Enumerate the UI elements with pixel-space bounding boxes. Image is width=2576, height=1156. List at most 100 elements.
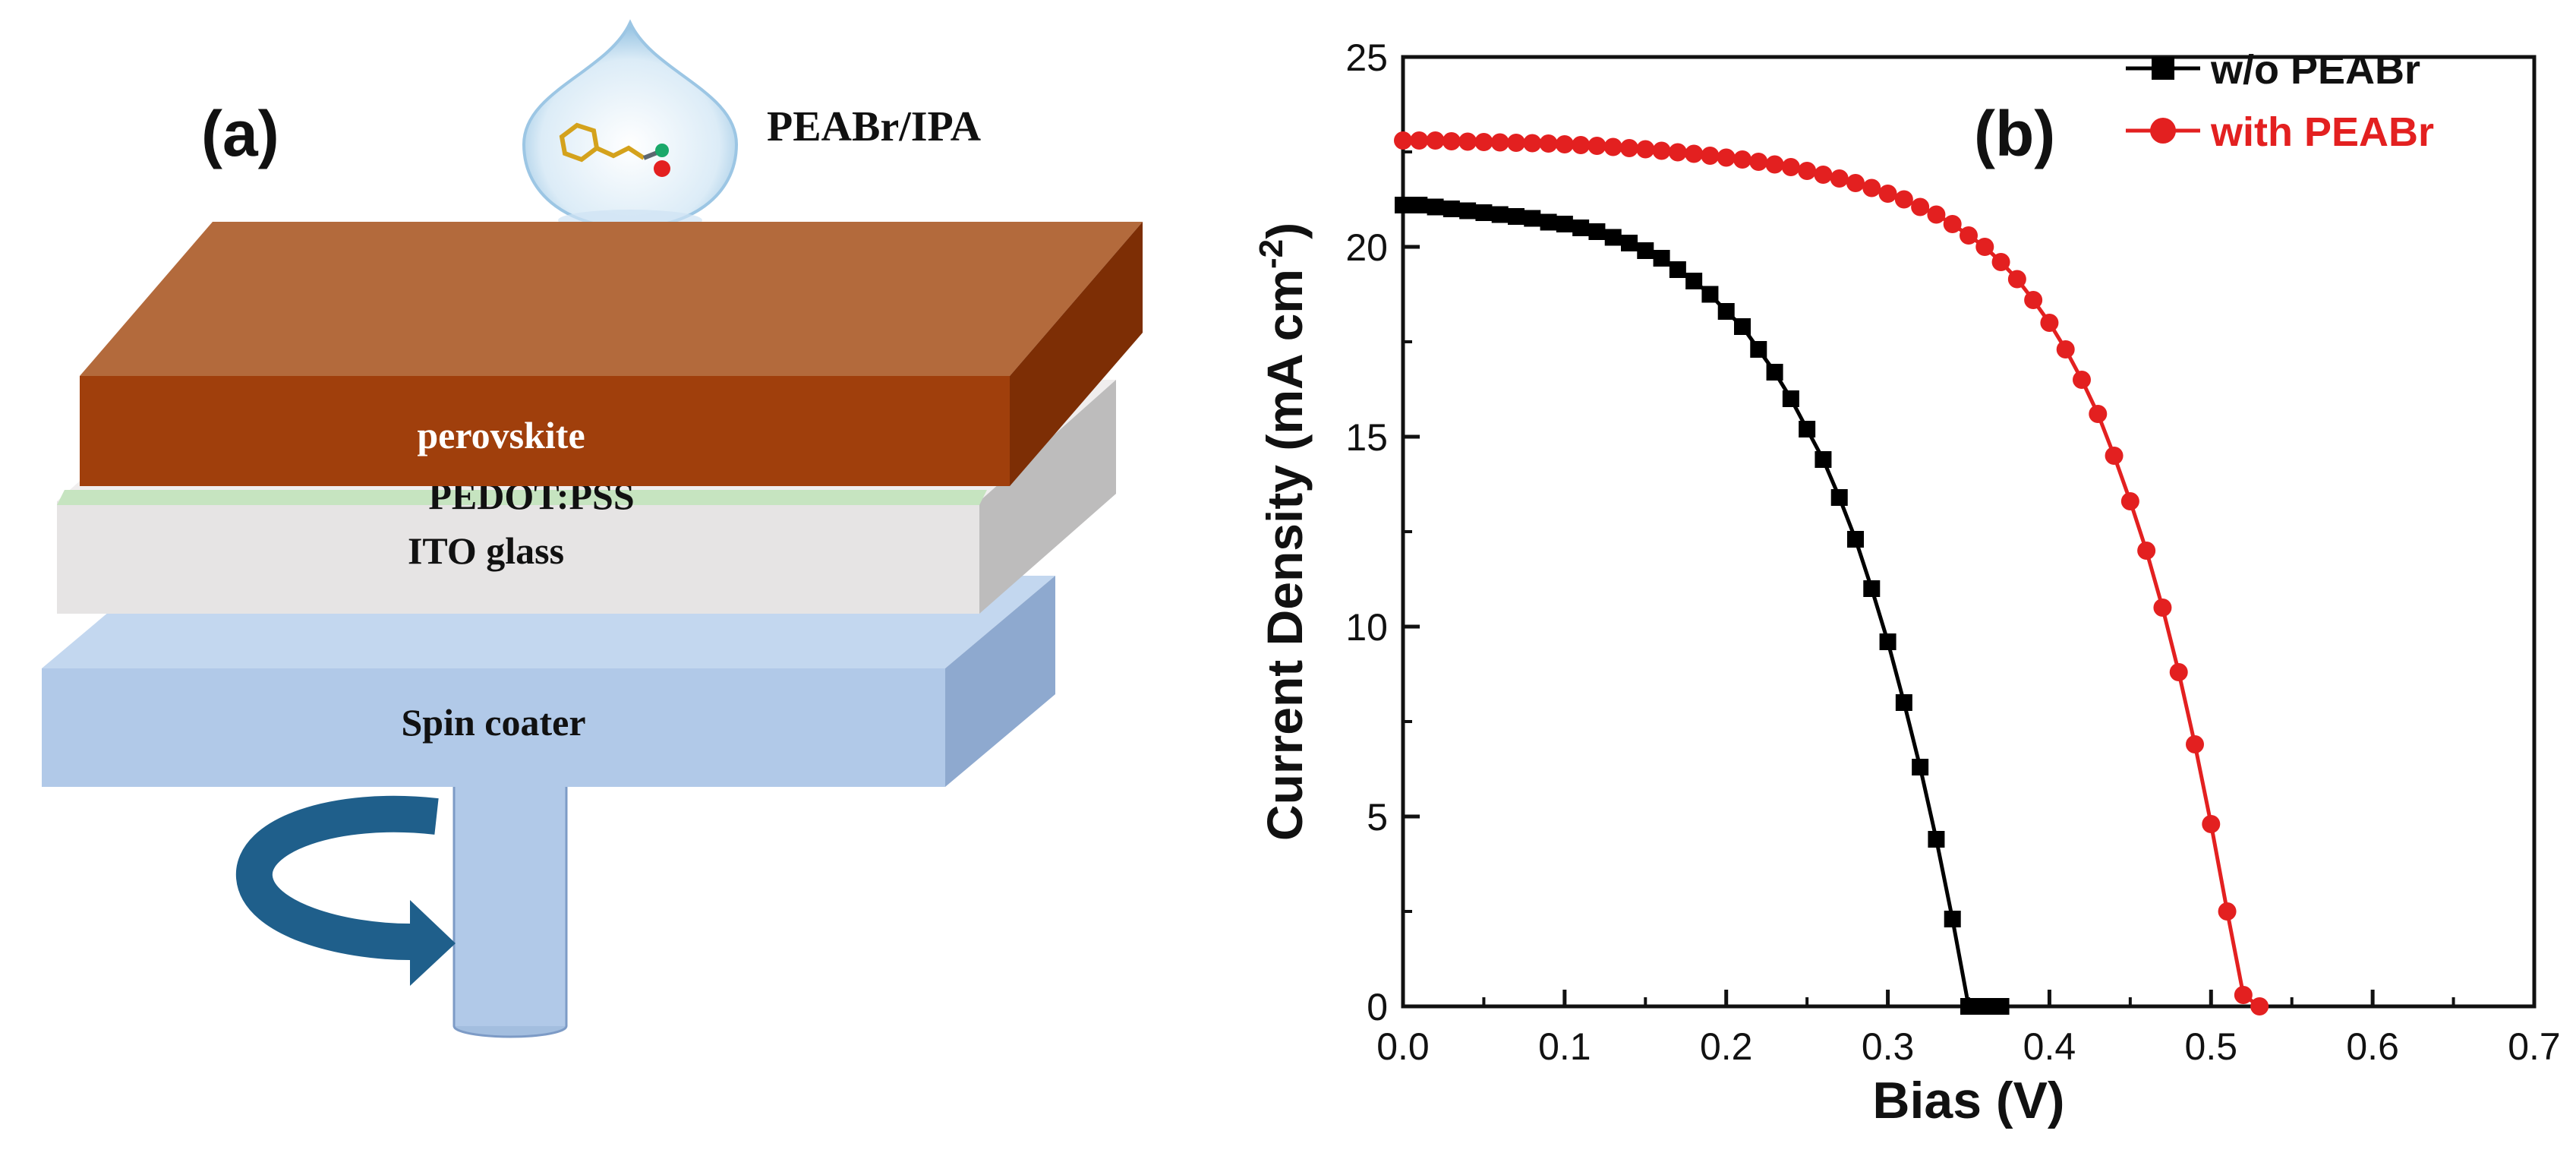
series-layer [1394,131,2269,1015]
data-point [2105,447,2124,465]
data-point [1442,201,1460,217]
data-point [1992,998,2010,1015]
panel-b-label: (b) [1974,98,2055,169]
data-point [1410,131,1429,150]
data-point [1636,140,1655,159]
spin-coater-label: Spin coater [401,701,585,744]
x-tick-label: 0.2 [1700,1025,1753,1068]
x-tick-label: 0.5 [2185,1025,2238,1068]
data-point [1847,531,1864,548]
data-point [1862,178,1881,197]
data-point [1411,197,1428,213]
data-point [1459,202,1477,220]
data-point [1879,633,1897,650]
data-point [1766,364,1783,381]
data-point [1637,242,1654,259]
series-wo-peabr [1395,197,2010,1015]
data-point [1734,318,1751,335]
data-point [2153,599,2172,617]
data-point [1976,998,1994,1015]
data-point [1474,133,1493,151]
x-axis-ticks: 0.0 0.1 0.2 0.3 0.4 0.5 0.6 0.7 [1376,990,2561,1068]
series-line [1403,203,2001,1009]
data-point [1814,166,1833,184]
x-tick-label: 0.7 [2508,1025,2561,1068]
data-point [1668,143,1687,162]
data-point [1588,137,1606,155]
data-point [2024,291,2043,309]
data-point [1427,198,1444,216]
data-point [1830,169,1849,188]
data-point [1960,998,1977,1015]
data-point [1927,205,1946,224]
data-point [1765,155,1784,174]
data-point [2234,986,2253,1004]
legend-entry-with-peabr: with PEABr [2126,109,2434,155]
data-point [1442,132,1461,150]
data-point [1540,213,1557,231]
data-point [1491,206,1509,223]
series-line [1403,138,2261,1009]
x-axis-label: Bias (V) [1872,1072,2064,1129]
data-point [1701,286,1719,303]
data-point [1960,226,1978,245]
data-point [1507,134,1525,152]
data-point [1426,131,1445,150]
data-point [2169,663,2188,681]
data-point [1604,229,1622,246]
data-point [1620,139,1638,157]
y-tick-label: 5 [1367,796,1388,839]
data-point [1588,223,1606,240]
y-axis-label: Current Density (mA cm-2) [1253,223,1313,841]
data-point [1523,134,1542,153]
data-point [1733,150,1751,169]
data-point [1749,153,1768,171]
legend-label-wo-peabr: w/o PEABr [2210,47,2420,93]
data-point [2007,270,2026,289]
data-point [1782,390,1799,407]
data-point [1781,158,1800,176]
y-tick-label: 25 [1345,36,1388,79]
data-point [1928,831,1945,848]
data-point [1475,204,1493,221]
data-point [1394,131,1412,150]
y-tick-label: 20 [1345,226,1388,269]
y-axis-ticks: 0 5 10 15 20 25 [1345,36,1420,1028]
data-point [2137,542,2156,560]
solution-label: PEABr/IPA [767,103,982,150]
data-point [1508,208,1524,225]
data-point [1603,137,1622,156]
data-point [1830,489,1848,506]
series-with-peabr [1394,131,2269,1015]
legend-entry-wo-peabr: w/o PEABr [2126,47,2420,93]
data-point [1991,253,2010,271]
data-point [2040,314,2059,332]
perovskite-layer: perovskite [80,222,1143,486]
data-point [1911,197,1930,216]
data-point [1846,174,1865,192]
data-point [2073,371,2091,389]
x-tick-label: 0.1 [1538,1025,1591,1068]
molecule-icon [559,122,670,177]
x-tick-label: 0.4 [2023,1025,2076,1068]
data-point [1652,141,1671,160]
data-point [1685,273,1703,289]
data-point [1798,162,1817,180]
data-point [2250,997,2269,1015]
data-point [1395,197,1411,213]
data-point [1685,144,1704,163]
data-point [2218,902,2237,921]
data-point [1815,451,1832,468]
data-point [1524,210,1541,227]
panel-a-label: (a) [201,98,279,169]
data-point [1717,148,1736,167]
data-point [1621,235,1638,251]
data-point [1799,421,1816,437]
y-tick-label: 10 [1345,606,1388,649]
data-point [1878,185,1897,203]
data-point [1944,911,1961,927]
data-point [1894,190,1913,209]
data-point [1717,303,1735,320]
data-point [1975,238,1994,256]
rotation-arrow-icon [235,795,456,986]
